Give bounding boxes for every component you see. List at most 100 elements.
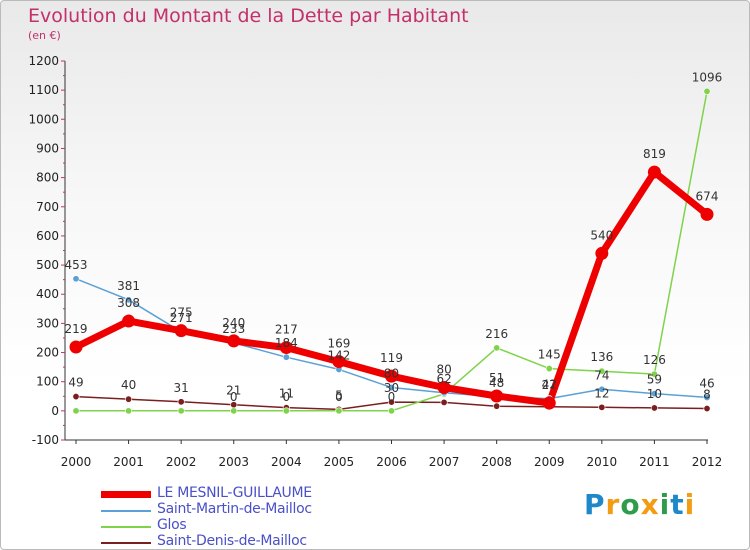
y-tick-label: 1000: [28, 112, 59, 126]
y-tick-label: -100: [32, 433, 59, 447]
data-point: [598, 403, 606, 411]
data-label: 381: [117, 279, 140, 293]
data-label: 119: [380, 351, 403, 365]
data-label: 42: [542, 378, 557, 392]
data-label: 142: [327, 348, 350, 362]
data-label: 169: [327, 337, 350, 351]
data-point: [177, 407, 185, 415]
data-label: 217: [275, 323, 298, 337]
data-label: 40: [121, 378, 136, 392]
data-label: 540: [590, 228, 613, 242]
x-tick-label: 2001: [113, 455, 144, 469]
data-label: 30: [384, 381, 399, 395]
logo-letter: P: [584, 488, 606, 521]
data-label: 275: [170, 306, 193, 320]
data-point: [387, 384, 395, 392]
legend-label: Glos: [157, 517, 187, 533]
data-label: 136: [590, 350, 613, 364]
data-label: 10: [647, 387, 662, 401]
legend-swatch: [101, 491, 151, 498]
data-point: [387, 398, 395, 406]
data-label: 0: [388, 390, 396, 404]
data-label: 59: [647, 373, 662, 387]
proxiti-logo: Proxiti: [584, 488, 695, 521]
data-point: [72, 393, 80, 401]
y-tick-label: 800: [36, 171, 59, 185]
y-tick-label: 1200: [28, 54, 59, 68]
y-tick-label: 0: [51, 404, 59, 418]
legend-label: Saint-Martin-de-Mailloc: [157, 501, 312, 517]
data-label: 46: [699, 376, 714, 390]
data-label: 819: [643, 147, 666, 161]
data-point: [598, 367, 606, 375]
data-label: 48: [489, 376, 504, 390]
data-point: [598, 385, 606, 393]
data-label: 80: [436, 363, 451, 377]
x-tick-label: 2002: [166, 455, 197, 469]
data-label: 0: [335, 390, 343, 404]
data-point: [647, 165, 661, 179]
data-point: [125, 296, 133, 304]
data-point: [125, 407, 133, 415]
data-label: 240: [222, 316, 245, 330]
data-point: [332, 355, 346, 369]
data-label: 216: [485, 327, 508, 341]
x-tick-label: 2005: [324, 455, 355, 469]
y-tick-label: 400: [36, 287, 59, 301]
logo-letter: i: [659, 488, 671, 521]
data-point: [437, 381, 451, 395]
y-tick-label: 300: [36, 316, 59, 330]
data-label: 51: [489, 371, 504, 385]
data-point: [703, 405, 711, 413]
chart-title: Evolution du Montant de la Dette par Hab…: [28, 5, 469, 27]
y-tick-label: 900: [36, 141, 59, 155]
data-point: [542, 396, 556, 410]
data-point: [440, 398, 448, 406]
data-point: [72, 407, 80, 415]
data-point: [122, 314, 136, 328]
data-point: [335, 407, 343, 415]
y-tick-label: 200: [36, 346, 59, 360]
data-point: [493, 344, 501, 352]
data-label: 21: [226, 384, 241, 398]
legend-swatch: [101, 510, 151, 512]
x-tick-label: 2006: [376, 455, 407, 469]
x-tick-label: 2007: [429, 455, 460, 469]
y-tick-label: 600: [36, 229, 59, 243]
data-point: [125, 395, 133, 403]
data-label: 5: [335, 388, 343, 402]
data-label: 49: [68, 376, 83, 390]
y-tick-label: 1100: [28, 83, 59, 97]
data-label: 80: [384, 367, 399, 381]
data-label: 145: [538, 348, 561, 362]
x-tick-label: 2004: [271, 455, 302, 469]
data-label: 31: [174, 381, 189, 395]
y-tick-label: 700: [36, 200, 59, 214]
x-tick-label: 2012: [692, 455, 723, 469]
data-point: [703, 393, 711, 401]
data-point: [595, 246, 609, 260]
data-label: 0: [230, 390, 238, 404]
data-point: [493, 402, 501, 410]
data-label: 674: [696, 189, 719, 203]
logo-letter: i: [684, 488, 696, 521]
data-point: [650, 390, 658, 398]
data-point: [69, 340, 83, 354]
data-point: [72, 275, 80, 283]
data-point: [282, 407, 290, 415]
data-label: 184: [275, 336, 298, 350]
logo-letter: x: [640, 488, 660, 521]
data-point: [282, 353, 290, 361]
logo-letter: r: [605, 488, 621, 521]
data-point: [700, 207, 714, 221]
data-point: [545, 365, 553, 373]
data-point: [490, 389, 504, 403]
data-label: 126: [643, 353, 666, 367]
legend-label: Saint-Denis-de-Mailloc: [157, 533, 307, 549]
data-point: [230, 407, 238, 415]
logo-letter: t: [670, 488, 685, 521]
data-point: [227, 334, 241, 348]
legend-label: LE MESNIL-GUILLAUME: [157, 485, 312, 501]
